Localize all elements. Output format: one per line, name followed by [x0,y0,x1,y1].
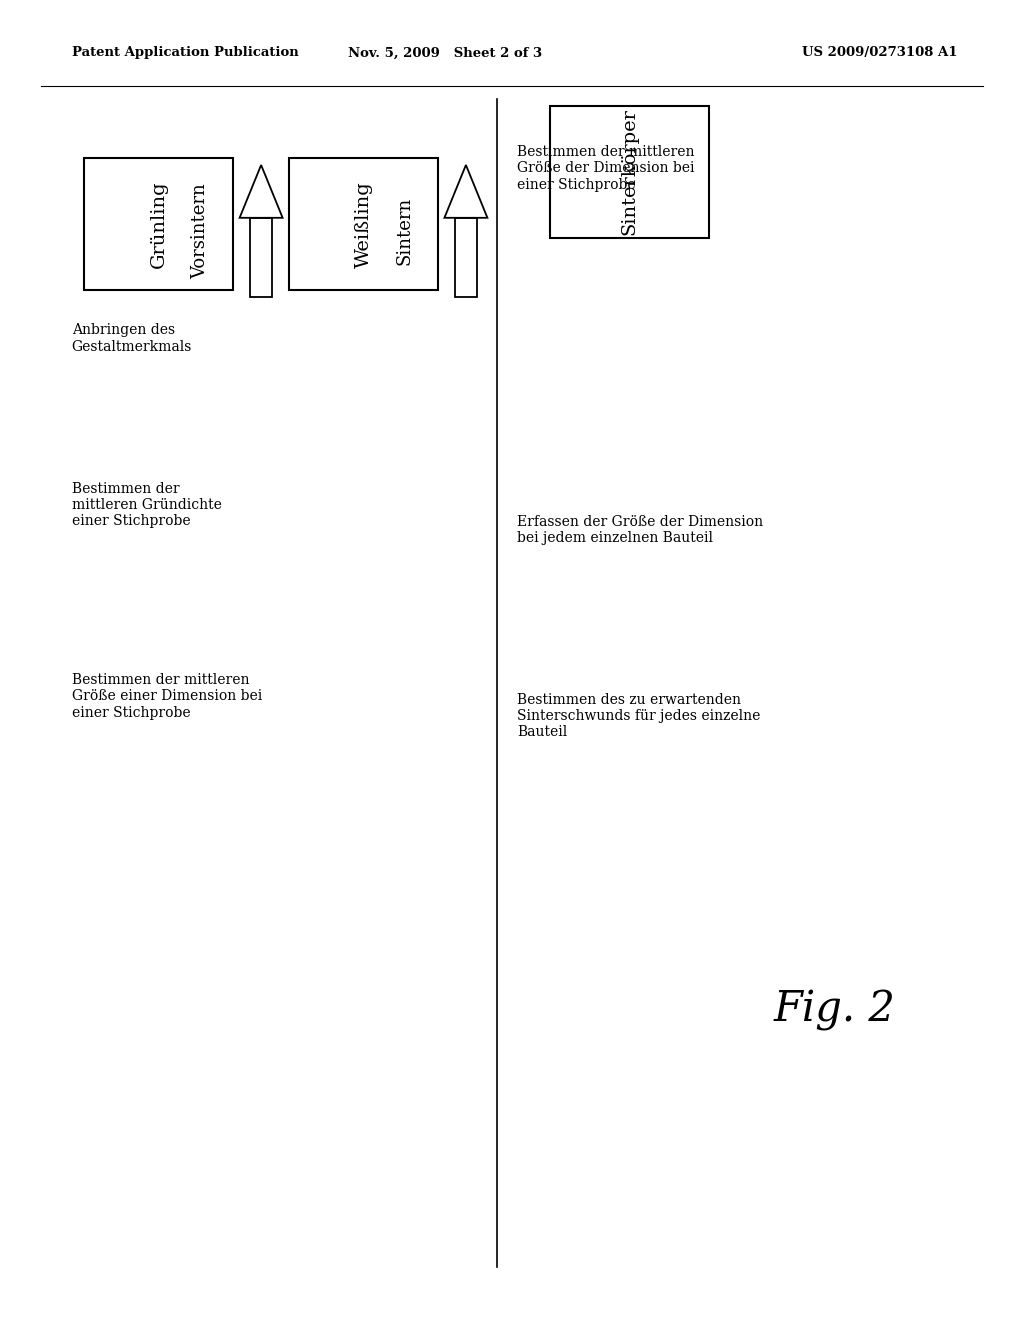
Bar [289,158,438,290]
Text: US 2009/0273108 A1: US 2009/0273108 A1 [802,46,957,59]
Text: Bestimmen der
mittleren Gründichte
einer Stichprobe: Bestimmen der mittleren Gründichte einer… [72,482,221,528]
Text: Erfassen der Größe der Dimension
bei jedem einzelnen Bauteil: Erfassen der Größe der Dimension bei jed… [517,515,763,545]
Bar [455,218,477,297]
Text: Bestimmen der mittleren
Größe der Dimension bei
einer Stichprobe: Bestimmen der mittleren Größe der Dimens… [517,145,694,191]
Text: Bestimmen des zu erwartenden
Sinterschwunds für jedes einzelne
Bauteil: Bestimmen des zu erwartenden Sinterschwu… [517,693,761,739]
Text: Sintern: Sintern [395,197,414,265]
Bar [84,158,232,290]
Text: Nov. 5, 2009   Sheet 2 of 3: Nov. 5, 2009 Sheet 2 of 3 [348,46,543,59]
Polygon shape [444,165,487,218]
Text: Anbringen des
Gestaltmerkmals: Anbringen des Gestaltmerkmals [72,323,193,354]
Polygon shape [240,165,283,218]
Text: Fig. 2: Fig. 2 [773,989,896,1031]
Bar [250,218,272,297]
Text: Bestimmen der mittleren
Größe einer Dimension bei
einer Stichprobe: Bestimmen der mittleren Größe einer Dime… [72,673,262,719]
Text: Vorsintern: Vorsintern [190,183,209,279]
Text: Patent Application Publication: Patent Application Publication [72,46,298,59]
Text: Grünling: Grünling [150,181,168,268]
Text: Weißling: Weißling [354,181,373,268]
Bar [551,106,709,238]
Text: Sinterkörper: Sinterkörper [621,108,639,235]
